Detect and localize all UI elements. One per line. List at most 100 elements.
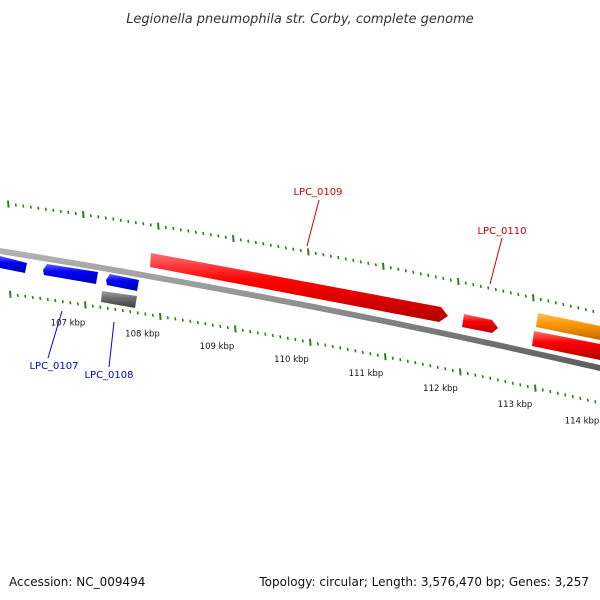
minor-tick: [449, 278, 452, 282]
minor-tick: [97, 215, 100, 219]
gene-label-lpc-0108[interactable]: LPC_0108: [84, 370, 133, 381]
minor-tick: [224, 235, 227, 239]
minor-tick: [502, 289, 505, 293]
minor-tick: [404, 269, 407, 273]
minor-tick: [61, 300, 64, 304]
minor-tick: [519, 383, 522, 387]
minor-tick: [414, 361, 417, 365]
minor-tick: [451, 368, 454, 373]
minor-tick: [389, 266, 392, 270]
minor-tick: [264, 332, 267, 336]
major-tick: [307, 248, 310, 256]
gene-arrow[interactable]: [532, 331, 600, 360]
gene-arrow[interactable]: [536, 313, 600, 340]
minor-tick: [189, 319, 192, 323]
minor-tick: [517, 292, 520, 297]
gene-label-lpc-0109[interactable]: LPC_0109: [293, 187, 342, 198]
minor-tick: [249, 329, 252, 334]
major-tick: [84, 301, 87, 309]
minor-tick: [526, 384, 529, 389]
minor-tick: [554, 301, 557, 305]
minor-tick: [211, 323, 214, 327]
forward-strand-genes: [150, 253, 600, 360]
gene-label-lpc-0107[interactable]: LPC_0107: [29, 361, 78, 372]
minor-tick: [256, 331, 259, 335]
minor-tick: [376, 353, 379, 357]
minor-tick: [444, 367, 447, 371]
minor-tick: [112, 217, 115, 221]
tick-label: 112 kbp: [423, 384, 458, 394]
minor-tick: [269, 243, 272, 247]
minor-tick: [339, 346, 342, 350]
gene-arrow-lpc-0107[interactable]: [43, 264, 98, 284]
gene-arrow-lpc-0110[interactable]: [462, 314, 498, 333]
minor-tick: [479, 284, 482, 288]
minor-tick: [541, 388, 544, 392]
label-leaders: [47, 199, 503, 368]
minor-tick: [151, 313, 154, 317]
minor-tick: [209, 233, 212, 237]
minor-tick: [166, 316, 169, 320]
minor-tick: [226, 325, 229, 330]
minor-tick: [286, 336, 289, 340]
inner-tick-marks: [9, 290, 597, 404]
minor-tick: [204, 322, 207, 326]
minor-tick: [354, 349, 357, 353]
minor-tick: [99, 305, 102, 309]
minor-tick: [121, 308, 124, 313]
minor-tick: [241, 328, 244, 332]
tick-label: 108 kbp: [125, 330, 160, 340]
tick-label: 114 kbp: [565, 417, 600, 427]
gene-label-lpc-0110[interactable]: LPC_0110: [477, 226, 526, 237]
tick-label: 111 kbp: [349, 369, 384, 379]
minor-tick: [564, 393, 567, 397]
minor-tick: [577, 306, 580, 310]
minor-tick: [344, 257, 347, 261]
minor-tick: [369, 352, 372, 356]
minor-tick: [322, 253, 325, 257]
tick-label: 107 kbp: [51, 318, 86, 328]
accession-text: Accession: NC_009494: [9, 575, 146, 589]
minor-tick: [442, 276, 445, 281]
minor-tick: [314, 251, 317, 256]
gene-labels: LPC_0107 LPC_0108 LPC_0109 LPC_0110: [29, 187, 526, 381]
minor-tick: [59, 209, 62, 214]
minor-tick: [352, 258, 355, 263]
minor-tick: [29, 205, 32, 209]
major-tick: [82, 211, 85, 219]
genome-backbone: [0, 248, 600, 371]
gene-arrow-lpc-0109[interactable]: [150, 253, 448, 322]
minor-tick: [509, 291, 512, 295]
minor-tick: [562, 302, 565, 307]
gene-arrow-lpc-0108[interactable]: [101, 291, 137, 308]
minor-tick: [174, 317, 177, 321]
minor-tick: [586, 398, 589, 402]
minor-tick: [16, 293, 19, 298]
tick-labels: 107 kbp 108 kbp 109 kbp 110 kbp 111 kbp 112 k…: [51, 318, 600, 426]
minor-tick: [172, 226, 175, 231]
minor-tick: [556, 391, 559, 395]
minor-tick: [277, 244, 280, 249]
minor-tick: [466, 371, 469, 376]
minor-tick: [421, 362, 424, 366]
minor-tick: [316, 342, 319, 346]
tick-label: 109 kbp: [200, 342, 235, 352]
minor-tick: [144, 312, 147, 316]
minor-tick: [391, 356, 394, 360]
minor-tick: [164, 225, 167, 230]
minor-tick: [292, 247, 295, 251]
minor-tick: [54, 298, 57, 303]
minor-tick: [397, 267, 400, 271]
gene-arrow[interactable]: [106, 274, 139, 291]
minor-tick: [217, 234, 220, 238]
genome-summary-text: Topology: circular; Length: 3,576,470 bp…: [259, 575, 589, 589]
minor-tick: [429, 364, 432, 368]
minor-tick: [74, 211, 77, 216]
minor-tick: [594, 400, 597, 404]
minor-tick: [472, 283, 475, 287]
gene-arrow[interactable]: [0, 256, 27, 273]
minor-tick: [279, 335, 282, 339]
minor-tick: [31, 295, 34, 300]
minor-tick: [504, 379, 507, 384]
